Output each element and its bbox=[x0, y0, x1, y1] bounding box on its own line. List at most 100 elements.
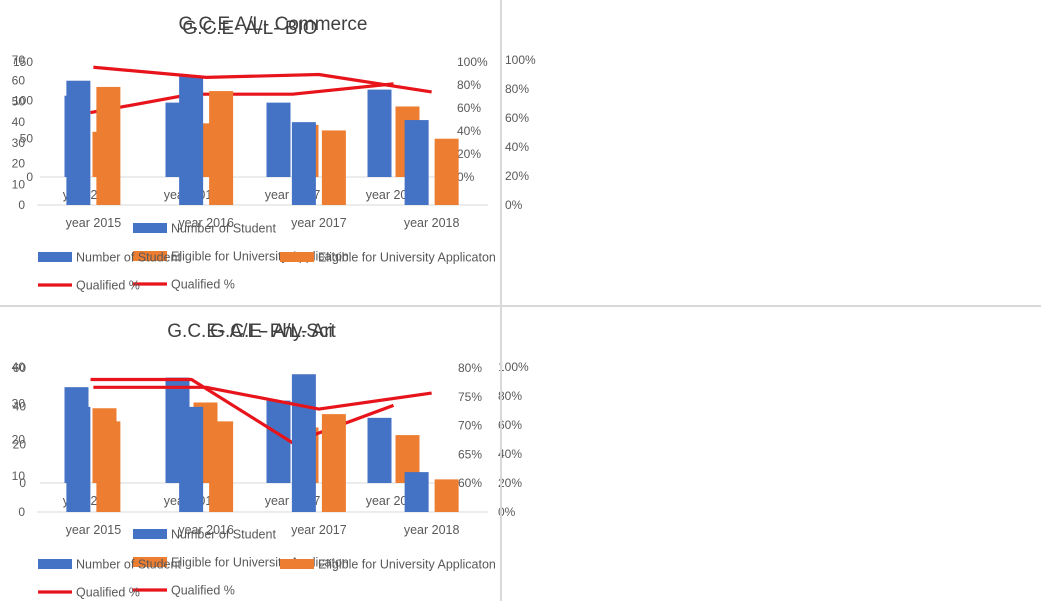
bar-number-of-student bbox=[291, 122, 316, 205]
line-qualified-percent bbox=[93, 385, 432, 411]
y-left-tick-label: 40 bbox=[13, 399, 27, 413]
bar-number-of-student bbox=[291, 374, 316, 512]
x-tick-label: year 2016 bbox=[178, 523, 234, 537]
legend-label: Eligible for University Applicaton bbox=[318, 251, 496, 265]
y-right-tick-label: 0% bbox=[505, 198, 523, 212]
bar-eligible bbox=[96, 86, 121, 205]
bar-eligible bbox=[321, 130, 346, 205]
y-left-tick-label: 20 bbox=[12, 433, 26, 447]
y-left-tick-label: 40 bbox=[12, 360, 26, 374]
y-right-tick-label: 20% bbox=[457, 147, 481, 161]
y-right-tick-label: 80% bbox=[505, 82, 529, 96]
y-left-tick-label: 0 bbox=[18, 198, 25, 212]
horizontal-divider-left bbox=[0, 305, 500, 307]
legend-label: Number of Student bbox=[76, 251, 181, 265]
legend-swatch-eligible bbox=[280, 559, 314, 569]
legend-label: Number of Student bbox=[171, 222, 276, 236]
x-tick-label: year 2017 bbox=[291, 523, 347, 537]
chart-title: G.C.E- A/L- Art bbox=[210, 321, 336, 342]
x-tick-label: year 2015 bbox=[66, 523, 122, 537]
bar-eligible bbox=[209, 421, 234, 512]
line-qualified-percent bbox=[90, 377, 395, 445]
bar-number-of-student bbox=[179, 406, 204, 512]
bar-number-of-student bbox=[66, 406, 91, 512]
y-right-tick-label: 40% bbox=[505, 140, 529, 154]
legend-swatch-number-of-student bbox=[38, 559, 72, 569]
y-left-tick-label: 30 bbox=[12, 396, 26, 410]
y-left-tick-label: 40 bbox=[12, 115, 26, 129]
vertical-divider bbox=[500, 0, 502, 601]
bar-eligible bbox=[321, 414, 346, 512]
y-right-tick-label: 60% bbox=[505, 111, 529, 125]
y-right-tick-label: 60% bbox=[458, 476, 482, 490]
y-right-tick-label: 40% bbox=[457, 124, 481, 138]
bar-number-of-student bbox=[404, 120, 429, 205]
legend-label: Eligible for University Applicaton bbox=[318, 558, 496, 572]
y-left-tick-label: 60 bbox=[13, 361, 27, 375]
y-left-tick-label: 60 bbox=[12, 74, 26, 88]
horizontal-divider-right bbox=[502, 305, 1041, 307]
y-left-tick-label: 0 bbox=[26, 170, 33, 184]
y-right-tick-label: 100% bbox=[505, 53, 536, 67]
y-right-tick-label: 70% bbox=[458, 419, 482, 433]
y-left-tick-label: 70 bbox=[12, 53, 26, 67]
bar-number-of-student bbox=[404, 472, 429, 512]
chart-title: G.C.E A/L- Commerce bbox=[179, 14, 368, 35]
bar-number-of-student bbox=[367, 89, 392, 177]
y-left-tick-label: 50 bbox=[12, 94, 26, 108]
chart-panel-commerce: G.C.E A/L- Commerce 0 10 20 30 40 50 60 70 0% 20% 4… bbox=[12, 0, 1041, 302]
legend-swatch-eligible bbox=[280, 252, 314, 262]
y-left-tick-label: 20 bbox=[12, 157, 26, 171]
legend-label: Qualified % bbox=[76, 279, 140, 293]
y-right-tick-label: 60% bbox=[457, 101, 481, 115]
x-tick-label: year 2018 bbox=[404, 523, 460, 537]
chart-commerce: G.C.E A/L- Commerce0102030405060700%20%4… bbox=[12, 14, 536, 293]
y-right-tick-label: 75% bbox=[458, 390, 482, 404]
legend-swatch-number-of-student bbox=[133, 223, 167, 233]
y-right-tick-label: 100% bbox=[457, 55, 488, 69]
bar-eligible bbox=[209, 91, 234, 205]
y-right-tick-label: 20% bbox=[498, 476, 522, 490]
y-left-tick-label: 20 bbox=[13, 438, 27, 452]
y-left-tick-label: 10 bbox=[12, 177, 26, 191]
y-right-tick-label: 80% bbox=[457, 78, 481, 92]
y-right-tick-label: 80% bbox=[458, 361, 482, 375]
y-left-tick-label: 100 bbox=[13, 93, 33, 107]
y-right-tick-label: 0% bbox=[498, 505, 516, 519]
bar-number-of-student bbox=[266, 400, 291, 483]
legend-label: Qualified % bbox=[171, 584, 235, 598]
y-left-tick-label: 0 bbox=[18, 505, 25, 519]
line-qualified-percent bbox=[90, 82, 394, 115]
bar-eligible bbox=[96, 421, 121, 512]
y-left-tick-label: 30 bbox=[12, 136, 26, 150]
legend-swatch-number-of-student bbox=[133, 529, 167, 539]
y-right-tick-label: 100% bbox=[498, 360, 529, 374]
legend-label: Qualified % bbox=[171, 278, 235, 292]
legend-label: Qualified % bbox=[76, 586, 140, 600]
line-qualified-percent bbox=[93, 65, 432, 94]
chart-panel-art: G.C.E- A/L- Art 0 10 20 30 40 0% 20% 40% 60% 80% 10… bbox=[12, 308, 1041, 601]
chart-title: G.C.E- A/L- BIO bbox=[182, 18, 317, 39]
bar-number-of-student bbox=[179, 76, 204, 205]
bar-number-of-student bbox=[367, 417, 392, 483]
legend-label: Number of Student bbox=[76, 558, 181, 572]
y-right-tick-label: 65% bbox=[458, 447, 482, 461]
bar-number-of-student bbox=[266, 102, 291, 177]
chart-title: G.C.E- A/L- Phy.Sci bbox=[167, 321, 332, 342]
x-tick-label: year 2016 bbox=[178, 216, 234, 230]
y-right-tick-label: 20% bbox=[505, 169, 529, 183]
bar-eligible bbox=[434, 479, 459, 512]
y-right-tick-label: 60% bbox=[498, 418, 522, 432]
x-tick-label: year 2015 bbox=[66, 216, 122, 230]
legend-label: Number of Student bbox=[171, 528, 276, 542]
y-left-tick-label: 10 bbox=[12, 469, 26, 483]
y-left-tick-label: 50 bbox=[20, 132, 34, 146]
x-tick-label: year 2017 bbox=[291, 216, 347, 230]
y-right-tick-label: 0% bbox=[457, 170, 475, 184]
bar-eligible bbox=[434, 138, 459, 205]
bar-number-of-student bbox=[66, 80, 91, 205]
y-left-tick-label: 150 bbox=[13, 55, 33, 69]
chart-art: G.C.E- A/L- Art0102030400%20%40%60%80%10… bbox=[12, 321, 529, 600]
legend-swatch-eligible bbox=[133, 251, 167, 261]
x-tick-label: year 2018 bbox=[404, 216, 460, 230]
